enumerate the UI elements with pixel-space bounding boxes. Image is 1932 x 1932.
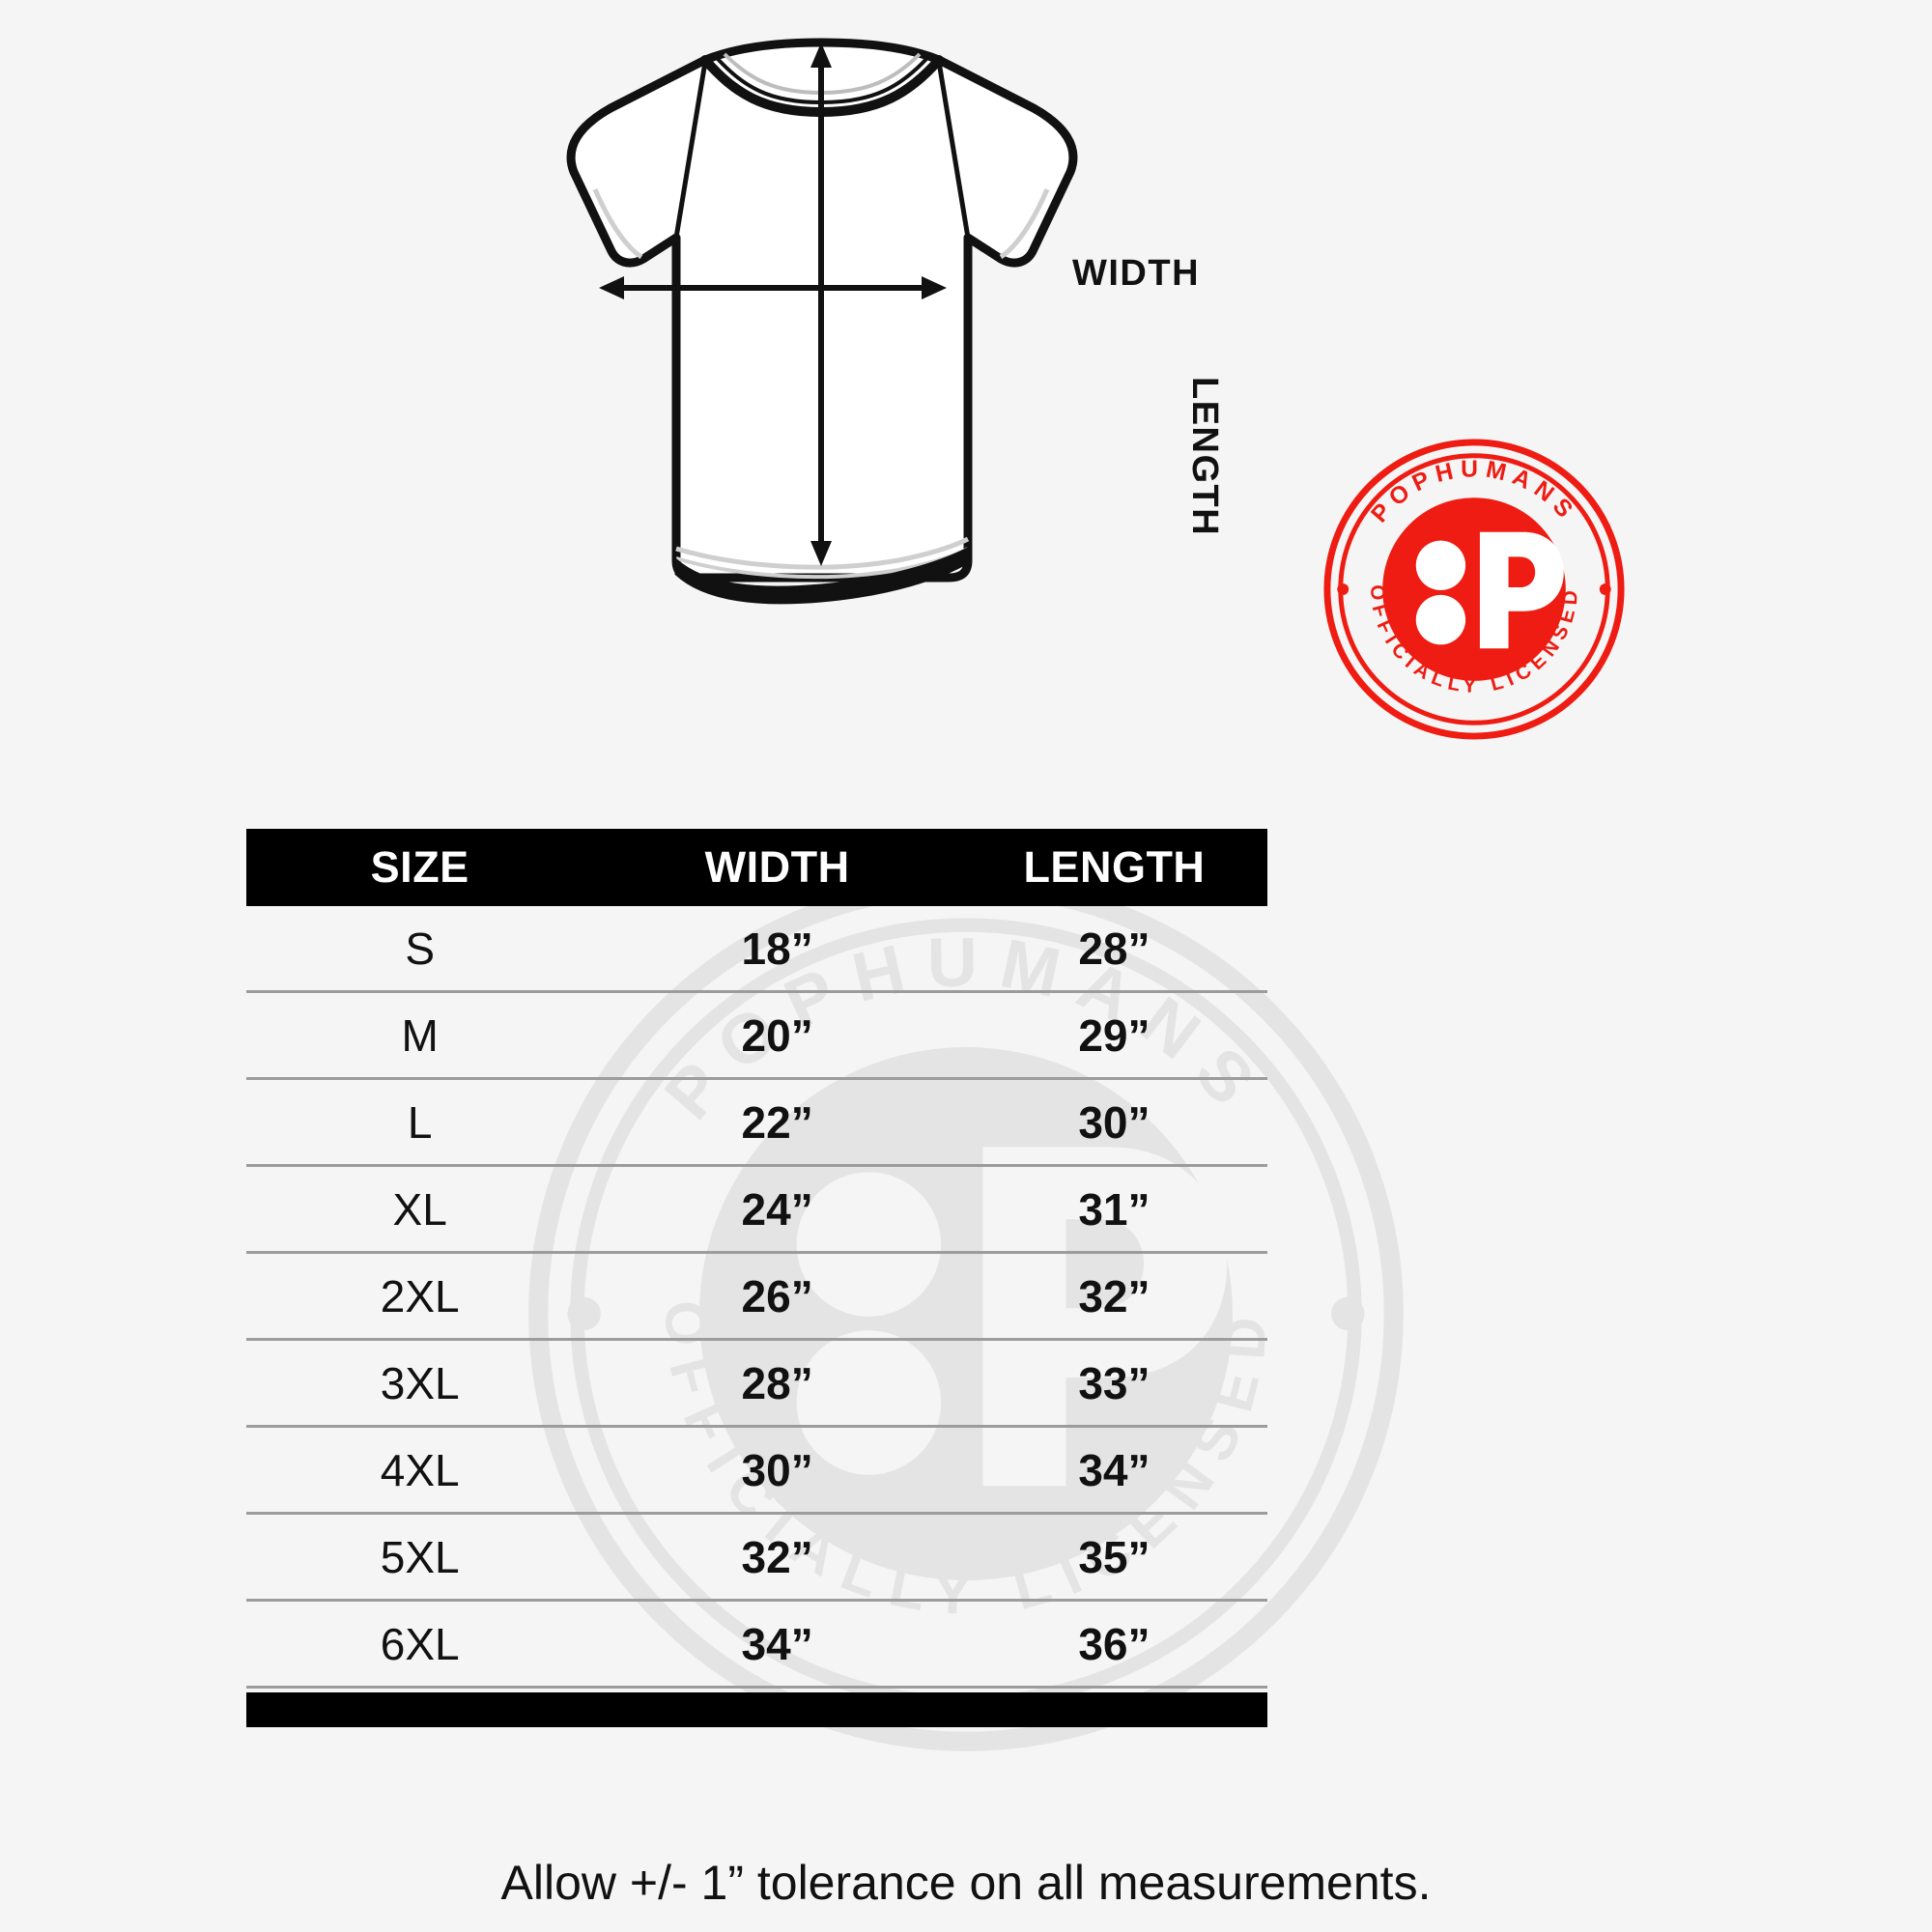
- table-row: 6XL 34” 36”: [246, 1602, 1267, 1689]
- cell-length: 31”: [1078, 1183, 1151, 1235]
- badge-side-dot-left: [1337, 583, 1350, 595]
- cell-width: 20”: [741, 1009, 813, 1061]
- cell-size: 4XL: [380, 1444, 460, 1495]
- cell-length: 36”: [1078, 1618, 1151, 1669]
- badge-side-dot-right: [1599, 583, 1611, 595]
- cell-length: 34”: [1078, 1444, 1151, 1495]
- table-row: 4XL 30” 34”: [246, 1428, 1267, 1515]
- cell-size: S: [405, 923, 436, 974]
- cell-length: 30”: [1078, 1096, 1151, 1148]
- cell-width: 34”: [741, 1618, 813, 1669]
- size-table: SIZE WIDTH LENGTH S 18” 28” M 20” 29” L …: [246, 829, 1267, 1727]
- cell-size: 5XL: [380, 1531, 460, 1582]
- officially-licensed-badge: POPHUMANS OFFICIALLY LICENSED: [1321, 437, 1627, 742]
- cell-size: XL: [392, 1183, 447, 1235]
- cell-width: 22”: [741, 1096, 813, 1148]
- header-size: SIZE: [370, 842, 469, 892]
- tshirt-diagram: WIDTH LENGTH: [415, 19, 1225, 657]
- header-width: WIDTH: [704, 842, 850, 892]
- badge-outer-ring: [1323, 439, 1625, 740]
- cell-size: 6XL: [380, 1618, 460, 1669]
- cell-size: 2XL: [380, 1270, 460, 1321]
- cell-length: 33”: [1078, 1357, 1151, 1408]
- table-row: S 18” 28”: [246, 906, 1267, 993]
- tshirt-outline-svg: [566, 38, 1078, 605]
- table-row: 2XL 26” 32”: [246, 1254, 1267, 1341]
- badge-dot-upper: [1415, 540, 1466, 590]
- cell-size: 3XL: [380, 1357, 460, 1408]
- cell-width: 18”: [741, 923, 813, 974]
- width-measurement-label: WIDTH: [1072, 253, 1201, 294]
- table-header-row: SIZE WIDTH LENGTH: [246, 829, 1267, 906]
- cell-width: 24”: [741, 1183, 813, 1235]
- cell-width: 26”: [741, 1270, 813, 1321]
- badge-monogram-p: [1479, 531, 1564, 649]
- header-length: LENGTH: [1023, 842, 1206, 892]
- cell-size: M: [401, 1009, 439, 1061]
- table-row: 3XL 28” 33”: [246, 1341, 1267, 1428]
- cell-length: 28”: [1078, 923, 1151, 974]
- table-footer-bar: [246, 1692, 1267, 1727]
- badge-dot-lower: [1415, 594, 1466, 645]
- cell-size: L: [407, 1096, 433, 1148]
- tolerance-note: Allow +/- 1” tolerance on all measuremen…: [500, 1856, 1432, 1910]
- cell-width: 30”: [741, 1444, 813, 1495]
- cell-width: 32”: [741, 1531, 813, 1582]
- length-measurement-label: LENGTH: [1184, 377, 1225, 537]
- table-row: M 20” 29”: [246, 993, 1267, 1080]
- table-row: L 22” 30”: [246, 1080, 1267, 1167]
- cell-length: 35”: [1078, 1531, 1151, 1582]
- cell-length: 32”: [1078, 1270, 1151, 1321]
- badge-svg: POPHUMANS OFFICIALLY LICENSED: [1323, 439, 1625, 740]
- cell-length: 29”: [1078, 1009, 1151, 1061]
- table-row: XL 24” 31”: [246, 1167, 1267, 1254]
- cell-width: 28”: [741, 1357, 813, 1408]
- table-row: 5XL 32” 35”: [246, 1515, 1267, 1602]
